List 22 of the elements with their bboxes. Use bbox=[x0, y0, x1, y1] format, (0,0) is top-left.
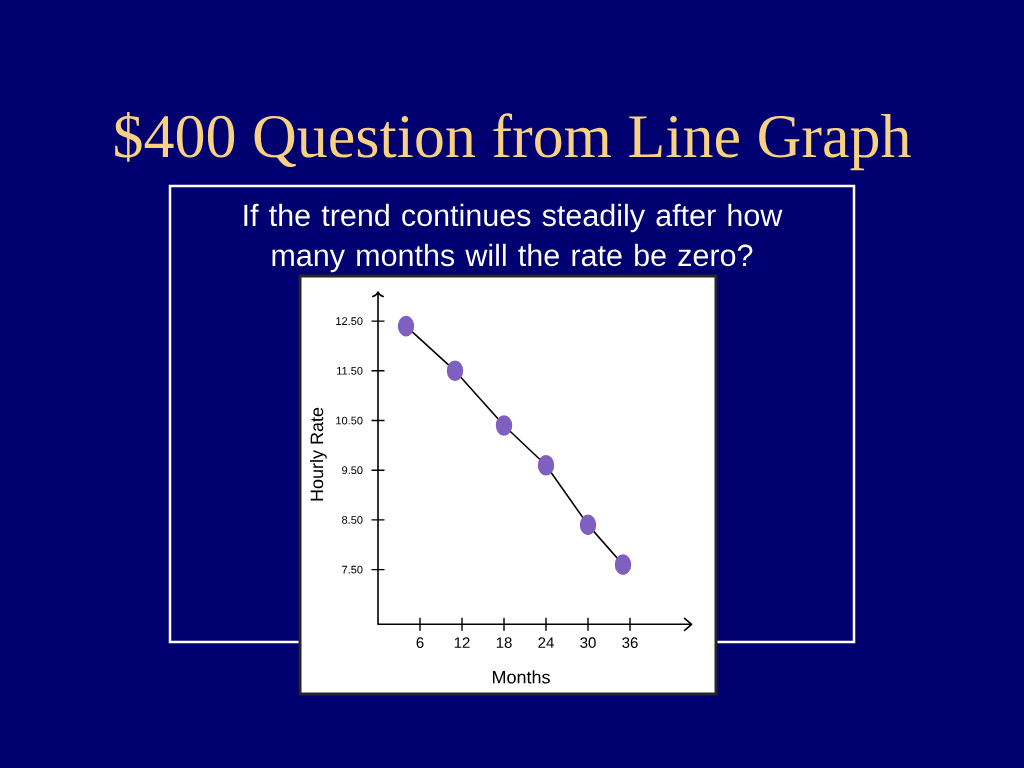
x-tick-label: 30 bbox=[580, 637, 596, 648]
y-tick-label: 9.50 bbox=[342, 466, 363, 475]
y-axis-title: Hourly Rate bbox=[310, 407, 327, 501]
point bbox=[614, 554, 632, 575]
y-tick-label: 8.50 bbox=[342, 516, 363, 524]
point bbox=[446, 360, 464, 382]
chart-subtitle: If the trend continues steadily after how many months will the rate be zero? bbox=[244, 203, 783, 273]
point bbox=[537, 454, 555, 476]
x-tick-label: 6 bbox=[416, 637, 424, 648]
point bbox=[397, 315, 415, 337]
chart-title: $400 Question from Line Graph bbox=[115, 112, 911, 171]
point bbox=[495, 415, 513, 436]
x-tick-label: 24 bbox=[538, 637, 554, 648]
x-tick-label: 18 bbox=[496, 637, 512, 648]
x-tick-label: 36 bbox=[622, 637, 638, 648]
x-tick-label: 12 bbox=[454, 637, 470, 648]
x-axis-title: Months bbox=[492, 670, 550, 684]
y-tick-label: 7.50 bbox=[342, 565, 363, 574]
y-tick-label: 10.50 bbox=[336, 416, 363, 425]
point bbox=[579, 514, 597, 536]
y-tick-label: 12.50 bbox=[336, 317, 363, 326]
y-tick-label: 11.50 bbox=[337, 366, 363, 375]
